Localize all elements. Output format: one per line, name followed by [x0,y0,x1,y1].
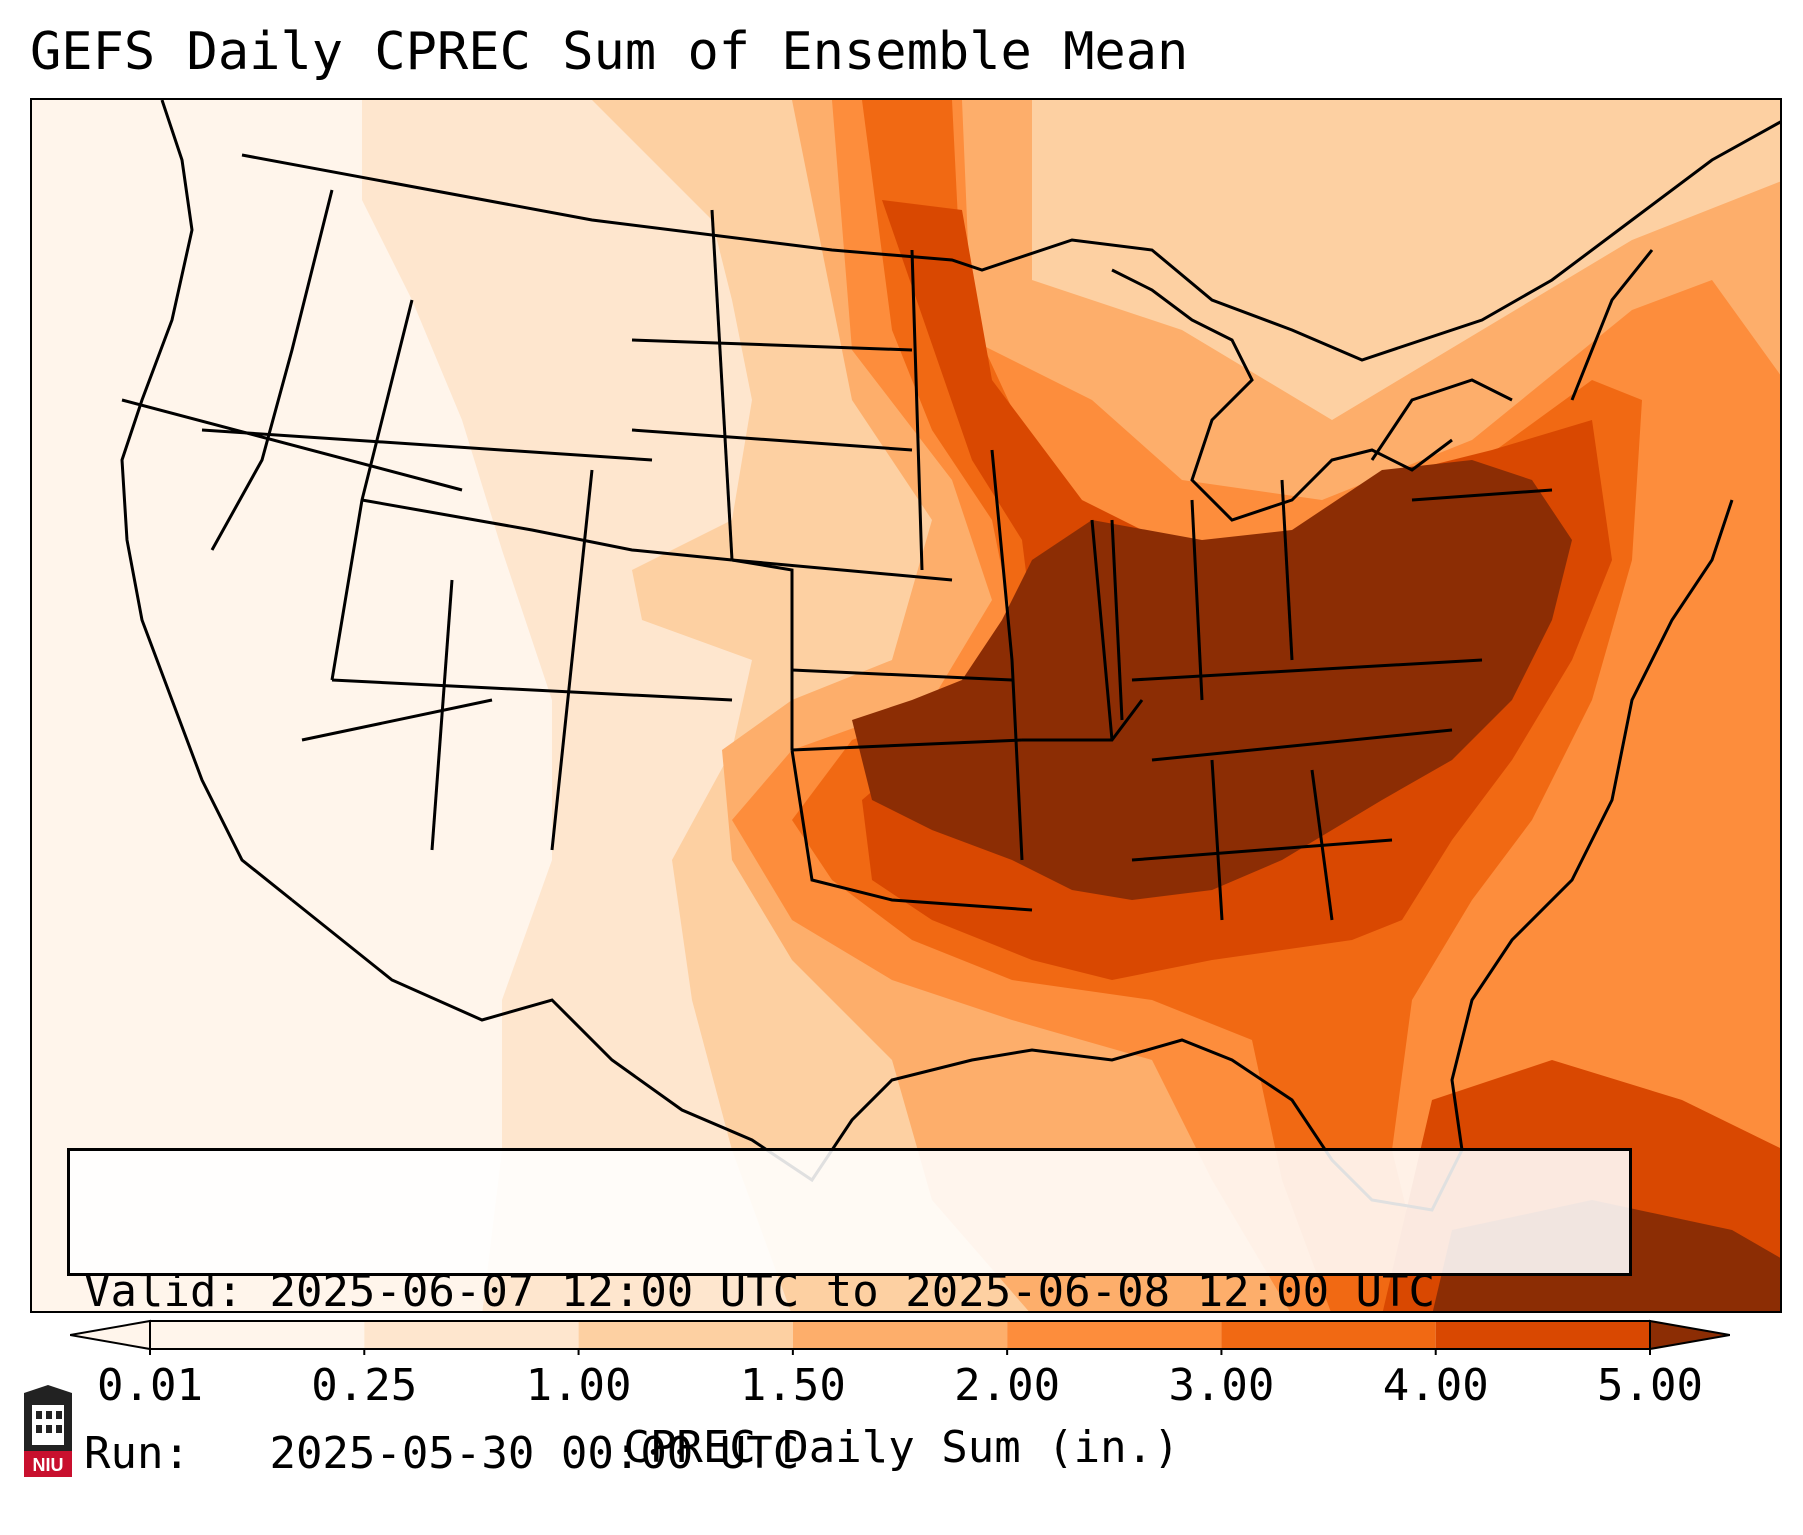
field-max [852,460,1572,900]
colorbar-segment [578,1321,793,1349]
colorbar-segment [1435,1321,1650,1349]
validity-info-box: Valid: 2025-06-07 12:00 UTC to 2025-06-0… [67,1148,1632,1479]
colorbar-extend-low [70,1319,151,1351]
colorbar-tick-label: 4.00 [1382,1360,1489,1411]
colorbar-tick-label: 3.00 [1168,1360,1275,1411]
run-value: 2025-05-30 00:00 UTC [269,1428,800,1479]
colorbar-tick-label: 1.00 [525,1360,632,1411]
colorbar-segment [364,1321,579,1349]
colorbar-tick-label: 5.00 [1597,1360,1703,1411]
valid-value: 2025-06-07 12:00 UTC to 2025-06-08 12:00… [269,1266,1436,1317]
colorbar-tick-label: 0.01 [97,1360,203,1411]
colorbar-segment [1221,1321,1436,1349]
colorbar-extend-high [1649,1319,1730,1351]
colorbar-tick-label: 2.00 [954,1360,1061,1411]
colorbar-outline [149,1320,1651,1350]
run-label: Run: [84,1428,190,1479]
colorbar-tick-label: 1.50 [739,1360,846,1411]
colorbar-segment [792,1321,1008,1349]
niu-logo: NIU [24,1385,72,1477]
valid-row: Valid: 2025-06-07 12:00 UTC to 2025-06-0… [84,1265,1629,1319]
map-title: GEFS Daily CPREC Sum of Ensemble Mean [30,22,1189,82]
logo-text: NIU [33,1455,64,1475]
boundary-lines [120,100,1780,1212]
colorbar-segment [150,1321,365,1349]
valid-label: Valid: [84,1266,243,1317]
precip-map [32,100,1780,1311]
colorbar-segment [1007,1321,1222,1349]
run-row: Run: 2025-05-30 00:00 UTC [84,1427,1629,1481]
colorbar-tick-label: 0.25 [311,1360,418,1411]
colorbar-title: CPREC Daily Sum (in.) [623,1422,1180,1473]
map-panel [30,98,1782,1313]
colorbar [70,1319,1730,1355]
